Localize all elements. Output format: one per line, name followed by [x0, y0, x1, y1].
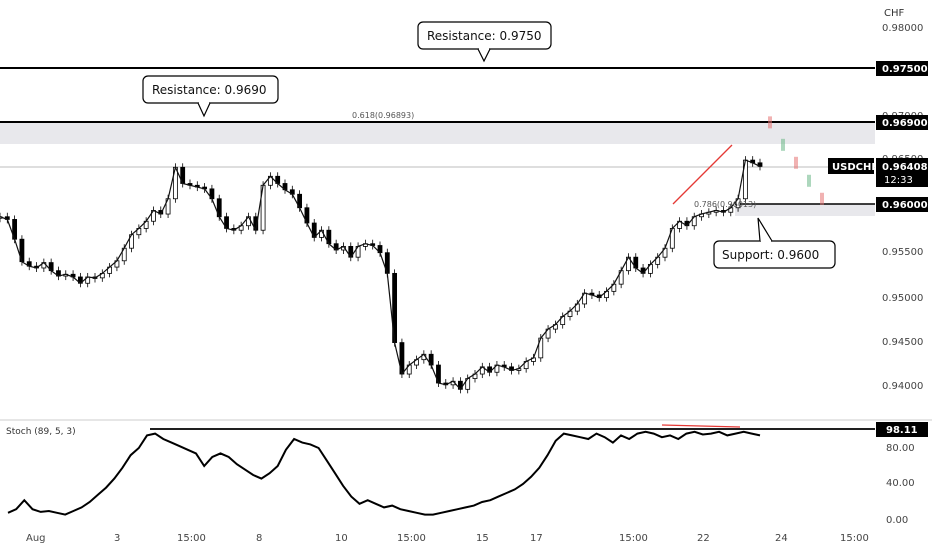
price-path [0, 159, 761, 391]
support-zone [735, 204, 875, 216]
stoch-axis-tick: 80.00 [886, 443, 915, 454]
candle-group [0, 156, 763, 394]
time-axis-tick: 15:00 [397, 533, 426, 544]
countdown-text: 12:33 [884, 175, 913, 186]
projection-group [768, 116, 824, 205]
time-axis-tick: 15:00 [840, 533, 869, 544]
projection-candle [794, 156, 798, 169]
price-axis-tick: 0.95000 [882, 293, 923, 304]
price-divergence-line [672, 144, 733, 205]
last-price-text: 0.96408 [882, 162, 928, 173]
time-axis-tick: 8 [256, 533, 262, 544]
time-axis-tick: 3 [114, 533, 120, 544]
level-tag-0969-text: 0.96900 [882, 118, 928, 129]
stoch-value-tag [876, 422, 928, 437]
callout-support-text: Support: 0.9600 [722, 248, 819, 262]
last-price-tag [876, 158, 928, 187]
level-tag-0975-text: 0.97500 [882, 64, 928, 75]
stoch-label: Stoch (89, 5, 3) [6, 427, 76, 437]
stoch-divergence-line [661, 424, 741, 428]
time-axis-tick: 15:00 [619, 533, 648, 544]
time-axis: Aug 3 15:00 8 10 15:00 15 17 15:00 22 24… [26, 533, 869, 544]
price-axis: CHF 0.98000 0.97000 0.96500 0.95500 0.95… [828, 8, 928, 392]
stoch-axis: 98.11 80.00 40.00 0.00 [876, 422, 928, 526]
currency-label: CHF [884, 8, 905, 19]
time-axis-tick: 15 [476, 533, 489, 544]
symbol-tag [828, 158, 874, 174]
level-tag-0960 [876, 197, 928, 212]
time-axis-tick: 15:00 [177, 533, 206, 544]
time-axis-tick: 22 [697, 533, 710, 544]
stoch-value-text: 98.11 [886, 425, 918, 436]
callout-resistance-high: Resistance: 0.9750 [417, 21, 552, 63]
projection-candle [768, 116, 772, 129]
level-tag-0969 [876, 115, 928, 130]
time-axis-tick: Aug [26, 533, 46, 544]
resistance-zone [0, 123, 875, 144]
projection-candle [820, 192, 824, 205]
level-tag-0975 [876, 61, 928, 76]
level-tag-0960-text: 0.96000 [882, 200, 928, 211]
callout-resistance-high-text: Resistance: 0.9750 [427, 29, 542, 43]
fib-786-label: 0.786(0.96013) [694, 200, 756, 209]
stoch-axis-tick: 0.00 [886, 515, 908, 526]
stoch-line [7, 430, 761, 516]
callout-resistance-low: Resistance: 0.9690 [142, 75, 279, 118]
fib-618-label: 0.618(0.96893) [352, 111, 414, 120]
time-axis-tick: 17 [530, 533, 543, 544]
time-axis-tick: 10 [335, 533, 348, 544]
callout-support: Support: 0.9600 [713, 217, 836, 269]
time-axis-tick: 24 [775, 533, 788, 544]
price-axis-tick: 0.94000 [882, 381, 923, 392]
projection-candle [807, 174, 811, 187]
projection-candle [781, 138, 785, 151]
stoch-axis-tick: 40.00 [886, 478, 915, 489]
price-axis-tick: 0.98000 [882, 23, 923, 34]
price-axis-tick: 0.94500 [882, 337, 923, 348]
candle [757, 162, 763, 167]
price-axis-tick: 0.95500 [882, 247, 923, 258]
callout-resistance-low-text: Resistance: 0.9690 [152, 83, 267, 97]
symbol-tag-text: USDCHF [832, 162, 878, 173]
